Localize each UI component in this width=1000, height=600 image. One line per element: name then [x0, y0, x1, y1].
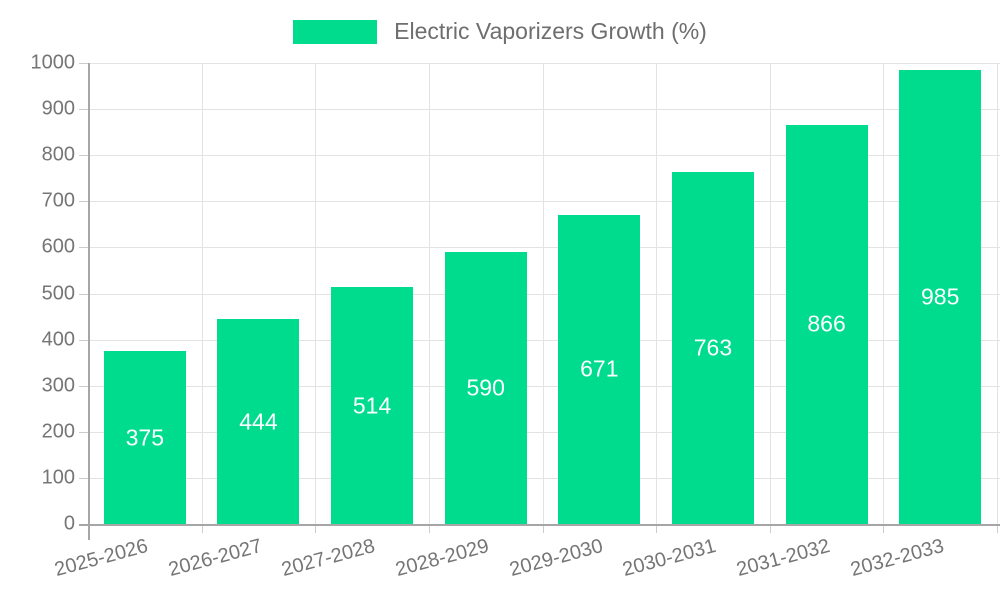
- y-tick-label: 800: [41, 143, 75, 166]
- y-tick-label: 700: [41, 189, 75, 212]
- bar-value-label: 671: [580, 355, 619, 382]
- y-axis-tick: [79, 109, 88, 111]
- y-axis-tick: [79, 385, 88, 387]
- legend-label: Electric Vaporizers Growth (%): [394, 18, 707, 44]
- x-gridline: [883, 63, 885, 524]
- y-axis-tick: [79, 63, 88, 64]
- x-gridline: [201, 63, 203, 524]
- y-tick-label: 1000: [30, 51, 76, 74]
- x-gridline: [656, 63, 658, 524]
- x-gridline: [997, 63, 998, 524]
- y-axis-tick: [79, 339, 88, 341]
- x-axis-tick: [542, 524, 544, 533]
- y-axis-tick: [79, 293, 88, 295]
- x-category-label: 2025-2026: [52, 535, 151, 582]
- y-tick-label: 500: [41, 282, 75, 304]
- x-axis-tick: [883, 524, 885, 533]
- y-tick-label: 100: [41, 466, 75, 489]
- y-tick-label: 300: [41, 374, 75, 397]
- y-gridline: [88, 431, 1000, 433]
- y-gridline: [88, 293, 1000, 295]
- y-axis-line: [88, 63, 90, 540]
- y-gridline: [88, 339, 1000, 341]
- x-axis-tick: [997, 524, 998, 533]
- bar-value-label: 375: [125, 424, 164, 451]
- x-axis-line: [79, 524, 1000, 526]
- y-gridline: [88, 155, 1000, 157]
- bar-value-label: 763: [693, 334, 733, 361]
- x-gridline: [428, 63, 430, 524]
- x-axis-tick: [201, 524, 203, 533]
- bar[interactable]: 671: [558, 214, 641, 524]
- y-gridline: [88, 385, 1000, 387]
- bar[interactable]: 866: [785, 124, 868, 524]
- legend-swatch: [293, 19, 378, 44]
- x-category-label: 2028-2029: [393, 535, 492, 582]
- bar-value-label: 444: [239, 408, 278, 435]
- y-tick-label: 0: [63, 512, 75, 535]
- y-gridline: [88, 109, 1000, 111]
- x-gridline: [769, 63, 771, 524]
- x-gridline: [315, 63, 317, 524]
- y-axis-tick: [79, 155, 88, 157]
- bar[interactable]: 590: [444, 252, 527, 524]
- x-category-label: 2027-2028: [279, 535, 378, 582]
- y-gridline: [88, 63, 1000, 64]
- x-category-label: 2030-2031: [620, 535, 719, 582]
- x-axis-tick: [656, 524, 658, 533]
- y-axis-tick: [79, 247, 88, 249]
- y-tick-label: 900: [41, 97, 75, 120]
- y-gridline: [88, 201, 1000, 203]
- x-gridline: [542, 63, 544, 524]
- legend[interactable]: Electric Vaporizers Growth (%): [0, 18, 1000, 45]
- bar[interactable]: 375: [103, 351, 186, 524]
- x-category-label: 2032-2033: [847, 535, 946, 582]
- bar[interactable]: 985: [899, 69, 982, 524]
- x-category-label: 2026-2027: [166, 535, 265, 582]
- y-gridline: [88, 477, 1000, 479]
- y-gridline: [88, 247, 1000, 249]
- bar-value-label: 866: [807, 310, 846, 337]
- y-axis-tick: [79, 431, 88, 433]
- y-axis-tick: [79, 477, 88, 479]
- x-category-label: 2031-2032: [734, 535, 833, 582]
- bar-value-label: 985: [921, 283, 960, 310]
- x-axis-tick: [769, 524, 771, 533]
- y-tick-label: 600: [41, 235, 75, 258]
- y-tick-label: 400: [41, 328, 75, 351]
- x-axis-tick: [315, 524, 317, 533]
- x-category-label: 2029-2030: [506, 535, 606, 582]
- bar-value-label: 514: [352, 392, 392, 418]
- bar[interactable]: 514: [331, 287, 414, 524]
- bar-value-label: 590: [466, 374, 505, 401]
- y-tick-label: 200: [41, 420, 75, 443]
- x-axis-tick: [428, 524, 430, 533]
- bar[interactable]: 763: [671, 172, 754, 524]
- bar[interactable]: 444: [217, 319, 300, 524]
- y-axis-tick: [79, 201, 88, 203]
